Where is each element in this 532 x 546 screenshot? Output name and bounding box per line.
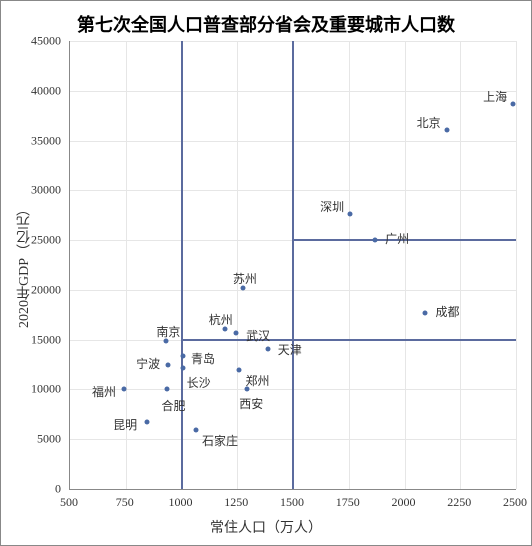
data-label: 上海	[483, 88, 507, 105]
x-tick: 2000	[392, 495, 416, 510]
y-tick: 20000	[31, 282, 61, 297]
data-label: 深圳	[320, 198, 344, 215]
data-point	[234, 331, 239, 336]
y-tick: 25000	[31, 233, 61, 248]
reference-line-v	[292, 41, 294, 489]
data-point	[511, 101, 516, 106]
chart-title: 第七次全国人口普查部分省会及重要城市人口数	[1, 11, 531, 37]
data-label: 青岛	[191, 350, 215, 367]
data-point	[166, 363, 171, 368]
y-tick: 15000	[31, 332, 61, 347]
x-tick: 1750	[336, 495, 360, 510]
y-tick: 0	[55, 482, 61, 497]
data-point	[423, 310, 428, 315]
x-tick: 2500	[503, 495, 527, 510]
reference-line-h	[182, 339, 517, 341]
y-tick: 45000	[31, 34, 61, 49]
data-point	[181, 353, 186, 358]
data-point	[373, 237, 378, 242]
data-label: 北京	[417, 114, 441, 131]
data-label: 宁波	[136, 355, 160, 372]
data-label: 合肥	[161, 397, 185, 414]
data-label: 杭州	[209, 311, 233, 328]
data-point	[121, 387, 126, 392]
data-label: 苏州	[233, 270, 257, 287]
data-label: 武汉	[246, 327, 270, 344]
gridline-v	[460, 41, 461, 489]
data-point	[265, 346, 270, 351]
data-label: 广州	[385, 230, 409, 247]
data-label: 南京	[156, 323, 180, 340]
data-label: 成都	[435, 303, 459, 320]
x-tick: 1500	[280, 495, 304, 510]
y-tick: 30000	[31, 183, 61, 198]
reference-line-v	[181, 41, 183, 489]
plot-area: 上海北京深圳广州苏州成都 杭州武汉 南京天津青岛 宁波长沙 郑州福州合肥 西安昆明石家庄	[69, 41, 516, 490]
x-tick: 1250	[224, 495, 248, 510]
y-tick: 5000	[37, 432, 61, 447]
data-point	[180, 366, 185, 371]
gridline-v	[405, 41, 406, 489]
y-tick: 10000	[31, 382, 61, 397]
x-axis-label: 常住人口（万人）	[210, 517, 322, 537]
data-point	[193, 427, 198, 432]
data-point	[145, 419, 150, 424]
data-point	[245, 387, 250, 392]
x-tick: 2250	[447, 495, 471, 510]
data-label: 福州	[92, 383, 116, 400]
data-label: 昆明	[113, 416, 137, 433]
x-tick: 500	[60, 495, 78, 510]
x-tick: 750	[116, 495, 134, 510]
x-tick: 1000	[169, 495, 193, 510]
data-label: 长沙	[187, 374, 211, 391]
chart-container: 第七次全国人口普查部分省会及重要城市人口数 上海北京深圳广州苏州成都 杭州武汉 南京…	[0, 0, 532, 546]
data-label: 郑州	[245, 372, 269, 389]
y-tick: 35000	[31, 133, 61, 148]
data-label: 石家庄	[202, 432, 238, 449]
data-point	[348, 211, 353, 216]
data-label: 西安	[239, 395, 263, 412]
gridline-v	[349, 41, 350, 489]
data-point	[237, 367, 242, 372]
gridline-v	[237, 41, 238, 489]
y-tick: 40000	[31, 83, 61, 98]
y-axis-label: 2020年GDP（亿元）	[15, 202, 35, 328]
gridline-v	[516, 41, 517, 489]
data-point	[444, 127, 449, 132]
data-label: 天津	[278, 341, 302, 358]
data-point	[165, 386, 170, 391]
